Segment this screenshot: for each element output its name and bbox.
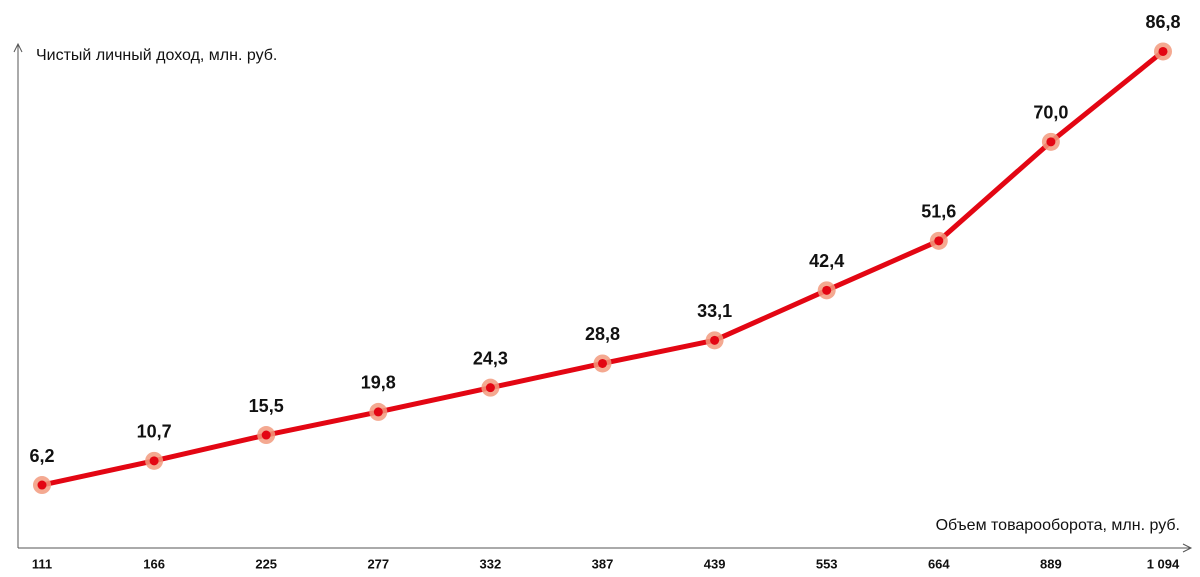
x-tick-label: 166 [143, 556, 165, 571]
x-axis-title: Объем товарооборота, млн. руб. [936, 517, 1180, 534]
data-label: 42,4 [809, 251, 844, 271]
marker [598, 358, 607, 368]
line [41, 49, 1165, 488]
x-tick-label: 225 [255, 556, 277, 571]
data-label: 19,8 [361, 373, 396, 393]
data-label: 10,7 [137, 422, 172, 442]
x-tick-label: 332 [480, 556, 502, 571]
data-label: 24,3 [473, 348, 508, 368]
x-tick-label: 111 [32, 556, 52, 571]
marker [822, 285, 832, 295]
x-tick-label: 439 [704, 556, 726, 571]
marker [373, 407, 383, 417]
data-label: 15,5 [249, 396, 284, 416]
marker [934, 236, 944, 246]
x-tick-label: 277 [367, 556, 389, 571]
data-label: 70,0 [1033, 103, 1068, 123]
data-label: 28,8 [585, 324, 620, 344]
marker [149, 456, 159, 466]
x-tick-label: 889 [1040, 556, 1062, 571]
data-label: 86,8 [1145, 12, 1180, 32]
marker [710, 335, 720, 345]
marker [1046, 137, 1056, 147]
marker [485, 383, 495, 393]
data-label: 51,6 [921, 202, 956, 222]
x-tick-label: 664 [928, 556, 950, 571]
data-label: 6,2 [29, 446, 54, 466]
marker [1158, 46, 1168, 56]
x-tick-label: 553 [816, 556, 838, 571]
marker [261, 430, 271, 440]
x-tick-label: 1 094 [1147, 556, 1180, 571]
x-tick-label: 387 [592, 556, 614, 571]
data-label: 33,1 [697, 301, 732, 321]
y-axis-arrow [13, 42, 23, 53]
y-axis-title: Чистый личный доход, млн. руб. [36, 47, 277, 64]
marker [37, 480, 47, 490]
x-axis-arrow [1182, 543, 1193, 553]
